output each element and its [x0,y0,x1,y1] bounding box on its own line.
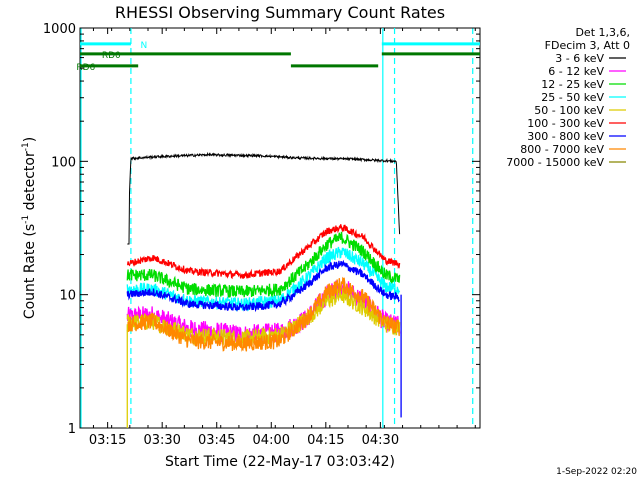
x-tick-label-2: 03:45 [198,433,235,448]
legend-header-2: FDecim 3, Att 0 [545,39,630,52]
y-label-mid: detector [22,151,38,215]
y-label-sup1: -1 [21,215,31,224]
chart-title: RHESSI Observing Summary Count Rates [115,3,445,22]
legend-label-1: 6 - 12 keV [548,65,604,78]
y-tick-label-0: 1 [68,422,76,437]
legend-label-5: 100 - 300 keV [527,117,604,130]
plot-area: N RD0 RD6 [76,27,481,429]
footer-timestamp: 1-Sep-2022 02:20 [556,467,637,477]
series-line-6 [126,259,400,313]
y-label-main: Count Rate (s [22,224,38,319]
series-line-0 [127,151,401,245]
legend-label-8: 7000 - 15000 keV [506,156,604,169]
flag-label-rd6: RD6 [76,63,95,73]
x-tick-label-3: 04:00 [253,433,290,448]
series-line-7 [126,276,401,352]
x-axis-label: Start Time (22-May-17 03:03:42) [165,454,395,470]
legend-header-1: Det 1,3,6, [575,26,630,39]
legend-label-4: 50 - 100 keV [534,104,604,117]
legend-label-6: 300 - 800 keV [527,130,604,143]
flag-label-n: N [141,41,148,51]
legend-label-7: 800 - 7000 keV [520,143,604,156]
plot-frame [79,27,481,429]
y-label-end: ) [22,137,38,142]
x-axis-ticks: 03:15 03:30 03:45 04:00 04:15 04:30 [89,28,476,448]
legend-label-0: 3 - 6 keV [555,52,604,65]
y-axis-ticks: 1 10 100 1000 [43,22,480,437]
legend-label-2: 12 - 25 keV [541,78,604,91]
series-line-5 [126,224,401,280]
y-tick-label-3: 1000 [43,22,76,37]
x-tick-label-1: 03:30 [143,433,180,448]
x-tick-label-5: 04:30 [362,433,399,448]
y-label-sup2: -1 [21,142,31,151]
y-tick-label-1: 10 [59,289,76,304]
y-tick-label-2: 100 [51,155,76,170]
x-tick-label-0: 03:15 [89,433,126,448]
legend-label-3: 25 - 50 keV [541,91,604,104]
x-tick-label-4: 04:15 [307,433,344,448]
series-line-2 [126,231,401,298]
y-axis-label: Count Rate (s-1 detector-1) [21,137,38,319]
flag-label-rd0: RD0 [102,51,121,61]
